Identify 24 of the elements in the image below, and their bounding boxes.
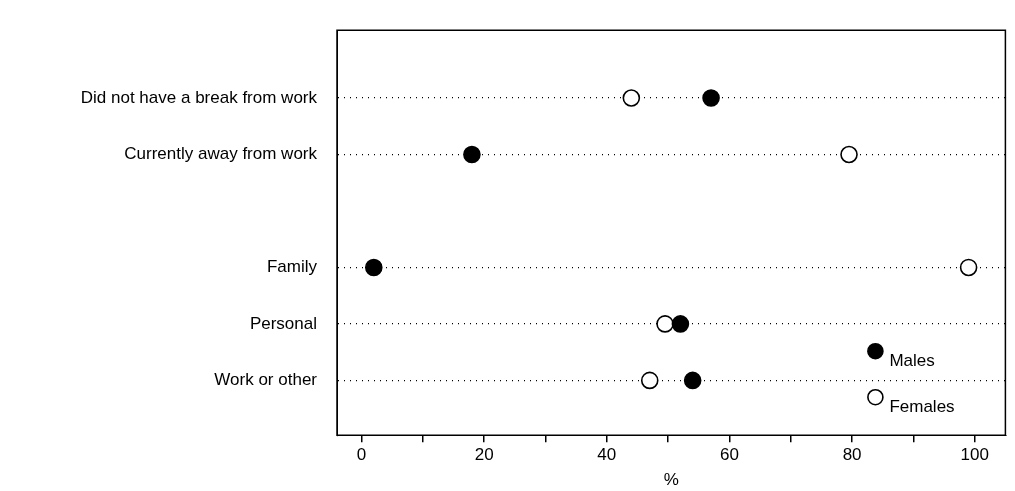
y-tick-label: Family <box>266 257 318 277</box>
x-tick-label: 80 <box>842 445 862 465</box>
y-tick-label: Did not have a break from work <box>80 87 318 107</box>
x-tick-label: 20 <box>474 445 494 465</box>
x-tick-label: 60 <box>719 445 739 465</box>
point <box>463 145 481 164</box>
point <box>702 89 720 107</box>
point <box>640 371 659 390</box>
point <box>364 258 383 277</box>
y-tick-label: Work or other <box>214 370 318 390</box>
legend-label: Females <box>889 396 955 416</box>
point <box>656 315 674 333</box>
y-tick-label: Currently away from work <box>124 144 318 164</box>
point <box>683 371 702 390</box>
point <box>959 258 978 277</box>
x-tick-label: 0 <box>356 445 367 465</box>
x-tick-label: 100 <box>960 445 989 465</box>
x-tick-label: 40 <box>597 445 617 465</box>
x-axis-title: % <box>663 470 679 490</box>
point <box>671 315 690 333</box>
legend-label: Males <box>889 350 935 370</box>
y-tick-label: Personal <box>249 313 317 333</box>
point <box>840 145 858 164</box>
point <box>622 89 641 107</box>
